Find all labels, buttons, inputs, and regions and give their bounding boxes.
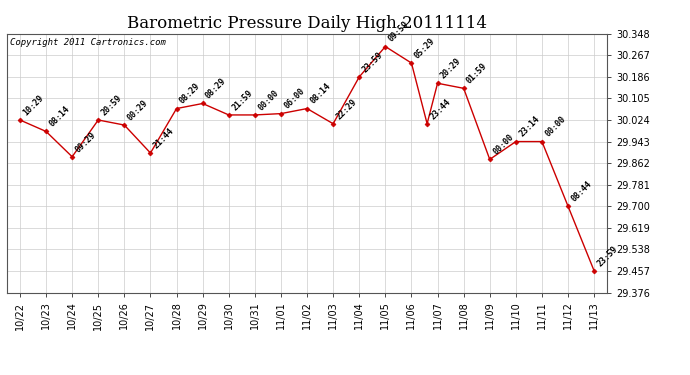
Text: 06:00: 06:00 [282, 87, 306, 111]
Text: 08:14: 08:14 [308, 82, 333, 106]
Text: Copyright 2011 Cartronics.com: Copyright 2011 Cartronics.com [10, 38, 166, 46]
Text: 00:00: 00:00 [491, 133, 515, 157]
Title: Barometric Pressure Daily High 20111114: Barometric Pressure Daily High 20111114 [127, 15, 487, 32]
Text: 09:29: 09:29 [74, 130, 97, 154]
Text: 20:29: 20:29 [439, 57, 463, 81]
Text: 23:44: 23:44 [428, 97, 453, 121]
Text: 05:29: 05:29 [413, 36, 437, 60]
Text: 08:29: 08:29 [178, 82, 202, 106]
Text: 01:59: 01:59 [465, 62, 489, 86]
Text: 20:59: 20:59 [99, 93, 124, 117]
Text: 08:29: 08:29 [204, 76, 228, 101]
Text: 21:59: 21:59 [230, 88, 254, 112]
Text: 23:14: 23:14 [518, 115, 541, 139]
Text: 00:29: 00:29 [126, 98, 150, 122]
Text: 08:14: 08:14 [48, 105, 72, 129]
Text: 00:00: 00:00 [543, 115, 567, 139]
Text: 21:44: 21:44 [152, 126, 176, 150]
Text: 23:59: 23:59 [595, 244, 620, 268]
Text: 23:59: 23:59 [361, 50, 385, 74]
Text: 10:29: 10:29 [21, 93, 46, 117]
Text: 00:00: 00:00 [256, 88, 280, 112]
Text: 22:29: 22:29 [335, 97, 359, 121]
Text: 08:44: 08:44 [569, 179, 593, 204]
Text: 09:59: 09:59 [386, 20, 411, 44]
